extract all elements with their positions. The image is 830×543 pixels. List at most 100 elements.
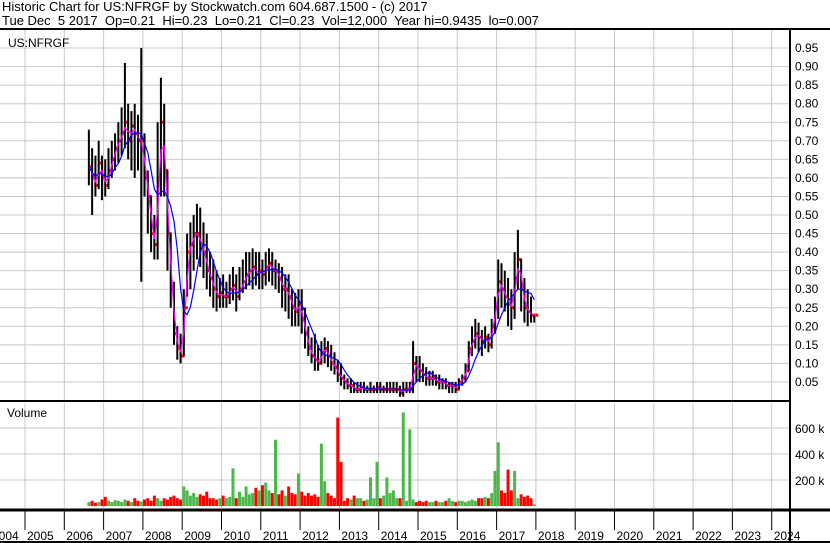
volume-bar bbox=[280, 490, 284, 506]
volume-bar bbox=[486, 498, 490, 506]
volume-bar bbox=[277, 494, 281, 506]
volume-bar bbox=[490, 493, 494, 506]
volume-bar bbox=[97, 502, 101, 506]
volume-bar bbox=[260, 485, 264, 506]
volume-bar bbox=[287, 486, 291, 506]
volume-bar bbox=[355, 498, 359, 506]
volume-bar bbox=[182, 486, 186, 506]
volume-bar bbox=[441, 502, 445, 506]
year-label: 2020 bbox=[617, 529, 644, 543]
volume-bar bbox=[382, 495, 386, 506]
volume-bar bbox=[395, 498, 399, 506]
year-label: 2010 bbox=[224, 529, 251, 543]
volume-tick-label: 400 k bbox=[795, 448, 825, 462]
volume-bar bbox=[224, 498, 228, 506]
volume-label: Volume bbox=[7, 406, 47, 420]
volume-bar bbox=[385, 477, 389, 506]
year-label: 2017 bbox=[499, 529, 526, 543]
price-tick-label: 0.30 bbox=[795, 282, 819, 296]
volume-bar bbox=[467, 500, 471, 506]
volume-bar bbox=[90, 500, 94, 506]
volume-bar bbox=[175, 498, 179, 506]
year-label: 2018 bbox=[538, 529, 565, 543]
volume-bar bbox=[444, 500, 448, 506]
volume-bar bbox=[375, 461, 379, 506]
price-tick-label: 0.45 bbox=[795, 227, 819, 241]
volume-bar bbox=[228, 496, 232, 506]
volume-bar bbox=[169, 496, 173, 506]
volume-bar bbox=[139, 501, 143, 506]
volume-bar bbox=[310, 495, 314, 506]
volume-bar bbox=[293, 494, 297, 506]
volume-bar bbox=[221, 495, 225, 506]
year-label: 2019 bbox=[577, 529, 604, 543]
volume-bar bbox=[434, 500, 438, 506]
volume-bar bbox=[296, 473, 300, 506]
price-tick-label: 0.70 bbox=[795, 134, 819, 148]
price-tick-label: 0.15 bbox=[795, 338, 819, 352]
volume-bar bbox=[408, 429, 412, 506]
volume-bar bbox=[290, 493, 294, 506]
year-label: 2012 bbox=[302, 529, 329, 543]
close-mark bbox=[535, 313, 539, 317]
close-mark bbox=[184, 306, 188, 310]
volume-bar bbox=[149, 500, 153, 506]
price-tick-label: 0.90 bbox=[795, 60, 819, 74]
volume-bar bbox=[198, 494, 202, 506]
volume-bar bbox=[156, 498, 160, 506]
symbol-label: US:NFRGF bbox=[8, 36, 69, 50]
volume-bar bbox=[123, 499, 127, 506]
volume-bar bbox=[414, 502, 418, 506]
volume-bar bbox=[306, 493, 310, 506]
price-tick-label: 0.40 bbox=[795, 245, 819, 259]
volume-bar bbox=[218, 498, 222, 506]
volume-bar bbox=[418, 500, 422, 506]
volume-bar bbox=[378, 498, 382, 506]
volume-bar bbox=[411, 499, 415, 506]
price-tick-label: 0.75 bbox=[795, 115, 819, 129]
year-label: 2016 bbox=[459, 529, 486, 543]
volume-bar bbox=[215, 499, 219, 506]
volume-bar bbox=[162, 498, 166, 506]
volume-bar bbox=[126, 500, 130, 506]
volume-bar bbox=[323, 481, 327, 506]
price-tick-label: 0.50 bbox=[795, 208, 819, 222]
year-label: 2015 bbox=[420, 529, 447, 543]
volume-bar bbox=[388, 493, 392, 506]
volume-bar bbox=[316, 496, 320, 506]
axis-labels: 0.95 0.90 0.85 0.80 0.75 0.70 0.65 0.60 0.55 0.50… bbox=[0, 41, 825, 543]
volume-bar bbox=[493, 470, 497, 506]
volume-bar bbox=[506, 469, 510, 506]
price-tick-label: 0.95 bbox=[795, 41, 819, 55]
volume-bar bbox=[264, 482, 268, 506]
volume-bar bbox=[427, 502, 431, 506]
price-tick-label: 0.35 bbox=[795, 264, 819, 278]
quote-summary: Tue Dec 5 2017 Op=0.21 Hi=0.23 Lo=0.21 C… bbox=[2, 13, 539, 28]
price-tick-label: 0.65 bbox=[795, 152, 819, 166]
volume-bar bbox=[424, 500, 428, 506]
volume-bar bbox=[450, 500, 454, 506]
short-moving-average bbox=[88, 126, 535, 392]
volume-bar bbox=[483, 496, 487, 506]
volume-bar bbox=[201, 495, 205, 506]
volume-bar bbox=[247, 494, 251, 506]
volume-bar bbox=[342, 500, 346, 506]
price-tick-label: 0.20 bbox=[795, 319, 819, 333]
volume-bar bbox=[532, 504, 536, 506]
grid bbox=[0, 30, 790, 530]
volume-bar bbox=[391, 490, 395, 506]
volume-bar bbox=[496, 442, 500, 506]
volume-bar bbox=[477, 498, 481, 506]
volume-bar bbox=[519, 494, 523, 506]
year-label: 2008 bbox=[145, 529, 172, 543]
volume-bar bbox=[362, 500, 366, 506]
volume-bar bbox=[437, 502, 441, 506]
volume-bars bbox=[87, 412, 536, 506]
volume-bar bbox=[401, 412, 405, 506]
volume-bar bbox=[129, 502, 133, 506]
volume-bar bbox=[339, 461, 343, 506]
volume-bar bbox=[267, 490, 271, 506]
volume-bar bbox=[480, 498, 484, 506]
volume-bar bbox=[103, 496, 107, 506]
